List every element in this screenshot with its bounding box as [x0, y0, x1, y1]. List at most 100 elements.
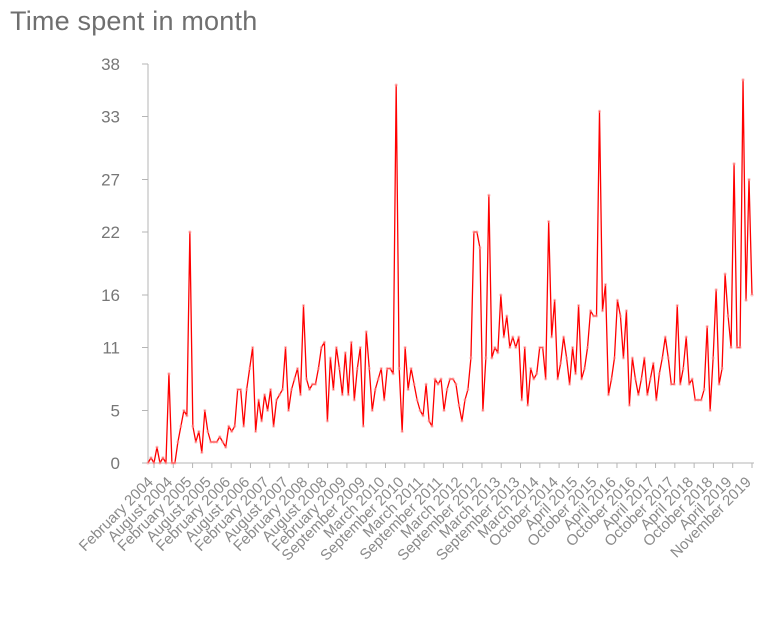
data-point: [301, 303, 306, 308]
data-point: [260, 419, 264, 423]
data-point: [738, 345, 742, 350]
data-point: [292, 377, 297, 381]
data-point: [517, 335, 521, 339]
y-tick-label: 38: [101, 55, 120, 74]
data-point: [750, 293, 754, 297]
data-point: [505, 314, 509, 318]
data-point: [606, 393, 611, 397]
data-point: [221, 440, 225, 444]
data-point: [313, 382, 318, 386]
data-point: [520, 398, 524, 402]
data-point: [358, 345, 362, 350]
data-point: [373, 387, 377, 392]
data-point: [418, 408, 422, 413]
data-point: [328, 356, 332, 360]
data-point: [475, 230, 479, 234]
data-point: [573, 372, 578, 376]
data-point: [412, 382, 416, 386]
data-point: [236, 387, 240, 392]
data-point: [409, 366, 413, 371]
data-point: [379, 366, 383, 371]
data-point: [744, 298, 748, 302]
data-point: [442, 408, 446, 413]
data-point: [708, 408, 712, 413]
data-point: [319, 345, 324, 350]
data-point: [538, 345, 542, 350]
data-point: [663, 335, 667, 339]
data-point: [188, 230, 192, 234]
data-point: [630, 356, 635, 360]
data-point: [209, 440, 213, 444]
data-point: [179, 424, 183, 428]
data-point: [568, 382, 572, 386]
data-point: [729, 345, 733, 350]
data-point: [355, 366, 359, 371]
data-point: [588, 309, 593, 313]
data-point: [283, 345, 288, 350]
data-point: [559, 361, 563, 365]
data-point: [463, 398, 467, 402]
data-point: [391, 372, 395, 376]
data-point: [684, 335, 688, 339]
data-point: [585, 345, 590, 350]
data-point: [615, 298, 620, 302]
data-point: [307, 387, 312, 392]
data-point: [642, 356, 646, 360]
data-point: [541, 345, 545, 350]
data-point: [448, 377, 452, 381]
data-point: [612, 356, 617, 360]
data-point: [298, 393, 303, 397]
data-point: [511, 335, 515, 339]
data-point: [457, 403, 461, 407]
data-point: [720, 366, 724, 371]
data-point: [633, 377, 637, 381]
data-point: [699, 398, 703, 402]
data-point: [469, 356, 473, 360]
data-point: [535, 372, 539, 376]
data-point: [654, 398, 658, 402]
data-point: [310, 382, 315, 386]
data-point: [224, 445, 228, 449]
data-point: [466, 387, 470, 392]
data-point: [648, 377, 652, 381]
data-point: [167, 372, 171, 376]
data-point: [499, 293, 503, 297]
y-tick-label: 11: [102, 339, 120, 358]
data-point: [242, 424, 246, 428]
y-tick-label: 0: [111, 454, 120, 473]
data-point: [436, 382, 440, 386]
data-point: [741, 78, 745, 82]
data-point: [690, 377, 694, 381]
data-point: [239, 387, 243, 392]
data-point: [421, 414, 425, 418]
data-point: [352, 398, 356, 402]
data-point: [496, 351, 500, 355]
data-point: [597, 109, 602, 113]
data-point: [726, 314, 730, 318]
data-point: [346, 393, 350, 397]
data-point: [711, 356, 715, 360]
data-point: [406, 387, 410, 392]
data-point: [382, 398, 386, 402]
data-point: [702, 387, 706, 392]
data-point: [576, 303, 581, 308]
data-point: [526, 403, 530, 407]
data-point: [666, 356, 670, 360]
data-point: [271, 424, 276, 428]
chart-title: Time spent in month: [10, 6, 258, 36]
data-point: [274, 398, 279, 402]
data-point: [556, 377, 560, 381]
data-point: [263, 393, 267, 397]
data-point: [254, 429, 258, 434]
data-point: [370, 408, 374, 413]
data-point: [325, 419, 330, 423]
data-point: [304, 377, 309, 381]
data-point: [732, 162, 736, 166]
data-point: [454, 382, 458, 386]
data-point: [340, 393, 344, 397]
data-point: [206, 429, 210, 434]
data-point: [257, 398, 261, 402]
data-point: [152, 461, 156, 465]
data-point: [508, 345, 512, 350]
data-point: [547, 219, 551, 224]
